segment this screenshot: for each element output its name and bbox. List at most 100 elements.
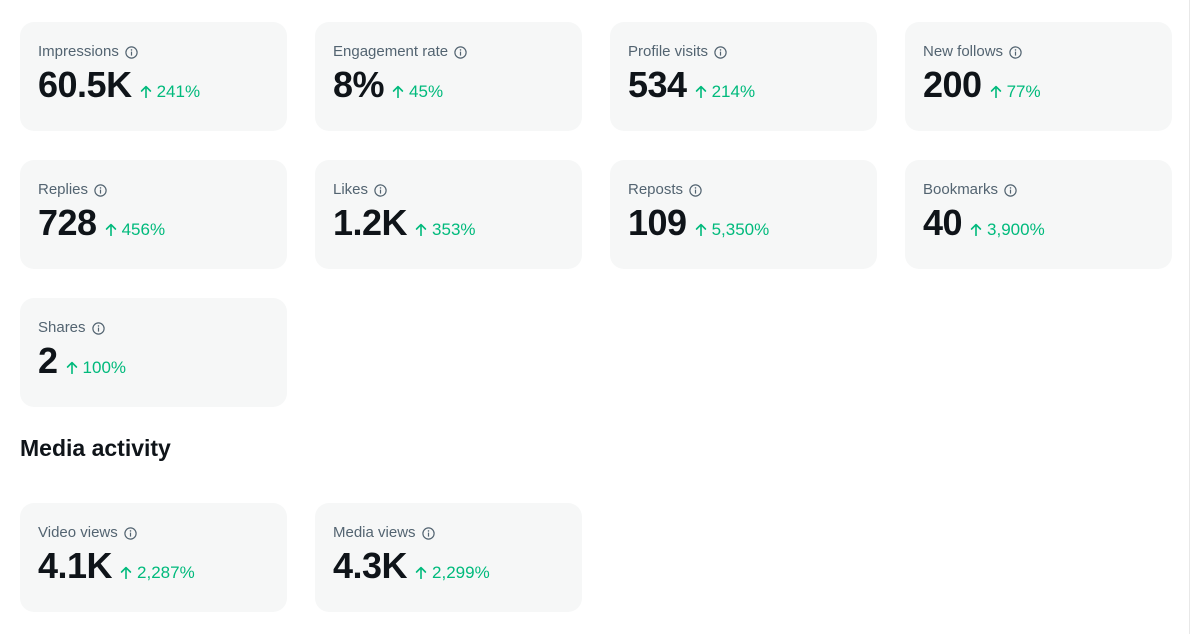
metric-value: 1.2K <box>333 202 408 243</box>
metric-body: 2 100% <box>38 341 269 381</box>
info-circle-icon[interactable] <box>421 526 435 540</box>
metric-card-shares: Shares 2 100% <box>20 298 287 407</box>
metric-label: Impressions <box>38 43 119 60</box>
metric-label: Likes <box>333 181 369 198</box>
info-circle-icon[interactable] <box>1009 45 1022 59</box>
metric-label: Shares <box>38 319 86 336</box>
metric-card-replies: Replies 728 456% <box>20 160 287 269</box>
metric-value: 534 <box>628 64 687 105</box>
metric-body: 109 5,350% <box>628 203 859 243</box>
metric-header: Reposts <box>628 181 859 199</box>
metric-label: Profile visits <box>628 43 709 60</box>
metric-card-reposts: Reposts 109 5,350% <box>610 160 877 269</box>
metric-change-value: 100% <box>82 358 127 377</box>
metric-label: Reposts <box>628 181 684 198</box>
metric-change: 2,299% <box>415 563 490 583</box>
metric-value: 40 <box>923 202 963 243</box>
up-arrow-icon <box>140 85 152 98</box>
metric-header: Impressions <box>38 43 269 61</box>
metric-header: Media views <box>333 524 564 542</box>
metric-change-value: 3,900% <box>987 220 1045 239</box>
metric-change-value: 241% <box>156 82 201 101</box>
up-arrow-icon <box>695 223 707 236</box>
metric-change: 5,350% <box>695 220 770 240</box>
up-arrow-icon <box>415 566 427 579</box>
metric-value: 4.1K <box>38 545 113 586</box>
metric-header: Engagement rate <box>333 43 564 61</box>
up-arrow-icon <box>392 85 404 98</box>
metric-label: Media views <box>333 524 416 541</box>
up-arrow-icon <box>105 223 117 236</box>
metric-value: 8% <box>333 64 385 105</box>
metric-card-media-views: Media views 4.3K 2,299% <box>315 503 582 612</box>
info-circle-icon[interactable] <box>689 183 702 197</box>
info-circle-icon[interactable] <box>91 321 105 335</box>
info-circle-icon[interactable] <box>1004 183 1017 197</box>
metric-card-likes: Likes 1.2K 353% <box>315 160 582 269</box>
metric-header: Profile visits <box>628 43 859 61</box>
info-circle-icon[interactable] <box>125 45 138 59</box>
metric-header: Replies <box>38 181 269 199</box>
up-arrow-icon <box>66 361 78 374</box>
media-activity-heading: Media activity <box>20 435 171 461</box>
metric-body: 1.2K 353% <box>333 203 564 243</box>
metric-header: New follows <box>923 43 1154 61</box>
info-circle-icon[interactable] <box>374 183 387 197</box>
metric-card-impressions: Impressions 60.5K 241% <box>20 22 287 131</box>
metric-card-video-views: Video views 4.1K 2,287% <box>20 503 287 612</box>
metric-body: 8% 45% <box>333 65 564 105</box>
metric-label: New follows <box>923 43 1004 60</box>
up-arrow-icon <box>695 85 707 98</box>
metric-value: 2 <box>38 340 58 381</box>
metric-card-bookmarks: Bookmarks 40 3,900% <box>905 160 1172 269</box>
info-circle-icon[interactable] <box>454 45 467 59</box>
metric-header: Likes <box>333 181 564 199</box>
metric-change: 353% <box>415 220 476 240</box>
metric-value: 60.5K <box>38 64 132 105</box>
info-circle-icon[interactable] <box>94 183 107 197</box>
metric-card-new-follows: New follows 200 77% <box>905 22 1172 131</box>
up-arrow-icon <box>970 223 982 236</box>
metrics-grid: Impressions 60.5K 241% Engagement rate 8… <box>20 22 1172 407</box>
metric-change: 214% <box>695 82 755 102</box>
metric-change-value: 2,299% <box>432 563 490 582</box>
metric-value: 109 <box>628 202 687 243</box>
metric-change: 45% <box>392 82 443 102</box>
metric-change: 100% <box>66 358 126 378</box>
metric-label: Video views <box>38 524 118 541</box>
metric-body: 534 214% <box>628 65 859 105</box>
info-circle-icon[interactable] <box>714 45 727 59</box>
metric-change-value: 214% <box>711 82 756 101</box>
up-arrow-icon <box>415 223 427 236</box>
metric-body: 4.1K 2,287% <box>38 546 269 586</box>
metric-change-value: 77% <box>1006 82 1041 101</box>
media-metrics-grid: Video views 4.1K 2,287% Media views 4.3K <box>20 503 582 612</box>
metric-body: 60.5K 241% <box>38 65 269 105</box>
metric-change: 77% <box>990 82 1041 102</box>
metric-body: 4.3K 2,299% <box>333 546 564 586</box>
metric-label: Bookmarks <box>923 181 999 198</box>
metric-change: 3,900% <box>970 220 1045 240</box>
metric-change-value: 456% <box>121 220 166 239</box>
metric-change-value: 2,287% <box>137 563 195 582</box>
up-arrow-icon <box>990 85 1002 98</box>
metric-card-engagement-rate: Engagement rate 8% 45% <box>315 22 582 131</box>
metric-change-value: 5,350% <box>711 220 770 239</box>
metric-value: 200 <box>923 64 982 105</box>
metric-label: Engagement rate <box>333 43 449 60</box>
metric-header: Shares <box>38 319 269 337</box>
metric-value: 728 <box>38 202 97 243</box>
up-arrow-icon <box>120 566 132 579</box>
metric-change-value: 45% <box>409 82 444 101</box>
metric-body: 200 77% <box>923 65 1154 105</box>
page-scrollbar[interactable] <box>1189 0 1200 634</box>
metric-change: 2,287% <box>120 563 195 583</box>
info-circle-icon[interactable] <box>124 526 137 540</box>
metric-header: Video views <box>38 524 269 542</box>
metric-card-profile-visits: Profile visits 534 214% <box>610 22 877 131</box>
metric-change-value: 353% <box>432 220 476 239</box>
metric-change: 241% <box>140 82 200 102</box>
metric-label: Replies <box>38 181 89 198</box>
metric-body: 728 456% <box>38 203 269 243</box>
